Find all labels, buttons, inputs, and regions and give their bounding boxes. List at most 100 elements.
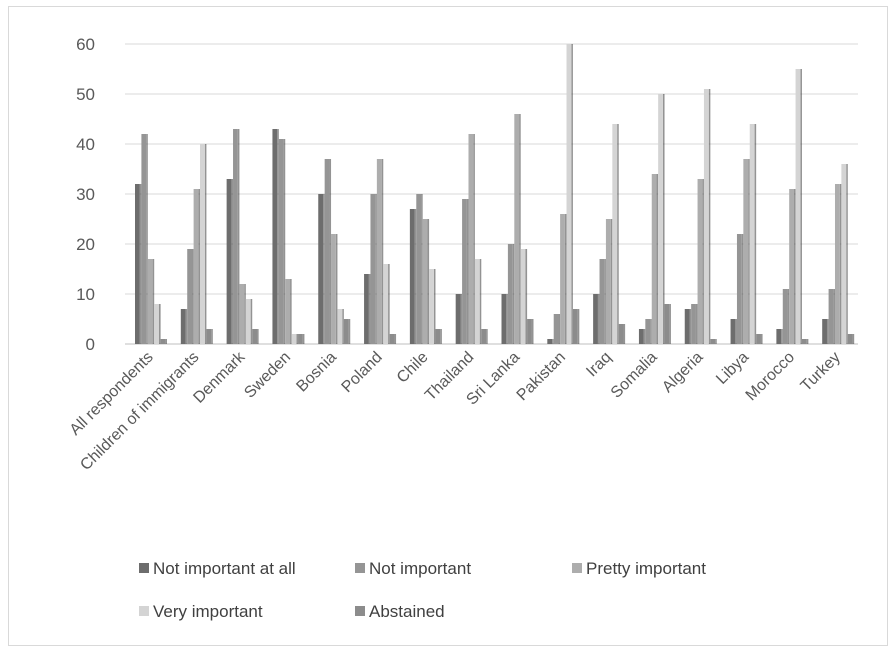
- bar-shade: [833, 289, 835, 344]
- bar-shade: [577, 309, 580, 344]
- bar: [560, 214, 565, 344]
- bar-shade: [643, 329, 646, 344]
- bar-shade: [852, 334, 855, 344]
- bar: [703, 89, 709, 344]
- legend-label: Pretty important: [586, 559, 706, 578]
- bar: [337, 309, 343, 344]
- bar: [252, 329, 258, 344]
- bar-shade: [204, 144, 207, 344]
- bar-shade: [760, 334, 763, 344]
- bar: [684, 309, 690, 344]
- bar-shade: [846, 164, 848, 344]
- legend-label: Not important at all: [153, 559, 296, 578]
- bar-shade: [296, 334, 299, 344]
- bar-shade: [781, 329, 783, 344]
- bar: [383, 264, 389, 344]
- bar: [370, 194, 376, 344]
- bar-shade: [381, 159, 384, 344]
- bar-shade: [244, 284, 246, 344]
- bar-shade: [617, 124, 619, 344]
- bar: [841, 164, 847, 344]
- bar: [291, 334, 297, 344]
- bar-shade: [735, 319, 737, 344]
- x-category-label: Somalia: [608, 349, 661, 402]
- bar: [187, 249, 193, 344]
- bar: [507, 244, 513, 344]
- bar: [422, 219, 428, 344]
- bar: [474, 259, 480, 344]
- bar: [200, 144, 205, 344]
- bar: [834, 184, 840, 344]
- bar-shade: [283, 139, 286, 344]
- bar: [736, 234, 742, 344]
- bar: [828, 289, 834, 344]
- x-category-label: Sweden: [241, 349, 294, 402]
- bar-shade: [695, 304, 698, 344]
- bar-shade: [335, 234, 338, 344]
- bar-shade: [152, 259, 155, 344]
- bar: [160, 339, 166, 344]
- bar: [547, 339, 553, 344]
- bars: [135, 44, 855, 344]
- bar: [226, 179, 232, 344]
- bar: [638, 329, 644, 344]
- bar: [318, 194, 324, 344]
- bar-shade: [715, 339, 717, 344]
- bar: [272, 129, 278, 344]
- bar: [298, 334, 303, 344]
- bar: [416, 194, 422, 344]
- bar-shade: [342, 309, 344, 344]
- bar-shade: [531, 319, 534, 344]
- bar-shade: [623, 324, 626, 344]
- bar: [435, 329, 441, 344]
- bar-shade: [237, 129, 240, 344]
- bar: [599, 259, 605, 344]
- bar: [154, 304, 159, 344]
- y-tick-label: 60: [76, 35, 95, 54]
- bar-shade: [146, 134, 148, 344]
- bar: [364, 274, 369, 344]
- bar-shade: [159, 304, 161, 344]
- bar: [141, 134, 147, 344]
- legend-swatch: [139, 563, 149, 573]
- y-axis-ticks: 0 10 20 30 40 50 60: [76, 35, 95, 354]
- x-category-label: Iraq: [583, 349, 615, 381]
- bar-shade: [702, 179, 704, 344]
- bar: [801, 339, 807, 344]
- bar-shade: [669, 304, 671, 344]
- bar: [572, 309, 578, 344]
- x-category-label: Turkey: [798, 349, 844, 395]
- bar-shade: [257, 329, 259, 344]
- x-category-label: Denmark: [190, 348, 249, 407]
- bar: [135, 184, 140, 344]
- bar-shade: [185, 309, 188, 344]
- bar: [331, 234, 336, 344]
- legend-label: Not important: [369, 559, 471, 578]
- bar: [553, 314, 559, 344]
- bar-shade: [597, 294, 600, 344]
- bar-shade: [302, 334, 305, 344]
- bar-shade: [250, 299, 253, 344]
- bar-shade: [748, 159, 750, 344]
- bar: [651, 174, 657, 344]
- y-tick-label: 40: [76, 135, 95, 154]
- bar-shade: [479, 259, 482, 344]
- bar: [455, 294, 461, 344]
- bar: [749, 124, 755, 344]
- bar-shade: [427, 219, 430, 344]
- bar: [324, 159, 330, 344]
- bar-shade: [839, 184, 842, 344]
- bar-shade: [552, 339, 554, 344]
- bar: [206, 329, 212, 344]
- legend-swatch: [355, 606, 365, 616]
- bar: [847, 334, 853, 344]
- bar-shade: [689, 309, 692, 344]
- legend-label: Abstained: [369, 602, 445, 621]
- bar-shade: [512, 244, 515, 344]
- bar: [409, 209, 415, 344]
- bar: [658, 94, 663, 344]
- bar-shade: [793, 189, 796, 344]
- bar-shade: [211, 329, 213, 344]
- bar-shade: [708, 89, 711, 344]
- bar-shade: [388, 264, 390, 344]
